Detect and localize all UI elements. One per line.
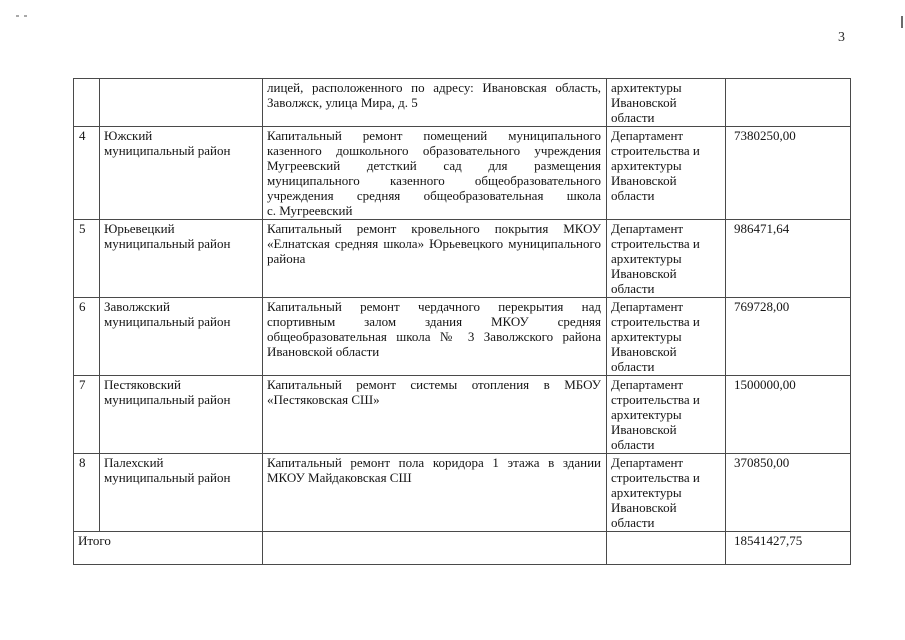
amount-cell: 769728,00 <box>725 297 851 376</box>
subsidy-table: лицей, расположенного по адресу: Ивановс… <box>73 78 851 565</box>
row-number-cell: 5 <box>73 219 100 298</box>
table-row: 4 Южский муниципальный район Капитальный… <box>73 126 851 220</box>
table-row: 6 Заволжский муниципальный район Капитал… <box>73 297 851 376</box>
district-cell: Юрьевецкий муниципальный район <box>99 219 263 298</box>
table-row-continuation: лицей, расположенного по адресу: Ивановс… <box>73 78 851 127</box>
total-label-cell: Итого <box>73 531 263 565</box>
department-cell: архитектуры Ивановской области <box>606 78 726 127</box>
amount-cell: 1500000,00 <box>725 375 851 454</box>
total-amount-cell: 18541427,75 <box>725 531 851 565</box>
amount-cell: 986471,64 <box>725 219 851 298</box>
district-cell: Пестяковский муниципальный район <box>99 375 263 454</box>
department-cell: Департамент строительства и архитектуры … <box>606 297 726 376</box>
empty-cell <box>725 78 851 127</box>
description-cell: Капитальный ремонт пола коридора 1 этажа… <box>262 453 607 532</box>
empty-cell <box>606 531 726 565</box>
amount-cell: 7380250,00 <box>725 126 851 220</box>
table-row: 8 Палехский муниципальный район Капиталь… <box>73 453 851 532</box>
description-cell: Капитальный ремонт помещений муниципальн… <box>262 126 607 220</box>
empty-cell <box>262 531 607 565</box>
description-cell: Капитальный ремонт системы отопления в М… <box>262 375 607 454</box>
table-row-total: Итого 18541427,75 <box>73 531 851 565</box>
row-number-cell: 6 <box>73 297 100 376</box>
scan-artifact-dot <box>24 15 27 17</box>
empty-cell <box>73 78 100 127</box>
scan-artifact-dot <box>16 15 19 17</box>
table-row: 5 Юрьевецкий муниципальный район Капитал… <box>73 219 851 298</box>
amount-cell: 370850,00 <box>725 453 851 532</box>
description-cell: Капитальный ремонт чердачного перекрытия… <box>262 297 607 376</box>
description-cell: лицей, расположенного по адресу: Ивановс… <box>262 78 607 127</box>
row-number-cell: 4 <box>73 126 100 220</box>
department-cell: Департамент строительства и архитектуры … <box>606 219 726 298</box>
description-cell: Капитальный ремонт кровельного покрытия … <box>262 219 607 298</box>
row-number-cell: 7 <box>73 375 100 454</box>
row-number-cell: 8 <box>73 453 100 532</box>
department-cell: Департамент строительства и архитектуры … <box>606 375 726 454</box>
empty-cell <box>99 78 263 127</box>
district-cell: Южский муниципальный район <box>99 126 263 220</box>
page-number: 3 <box>838 30 845 45</box>
table-row: 7 Пестяковский муниципальный район Капит… <box>73 375 851 454</box>
scan-edge-mark <box>901 16 903 28</box>
district-cell: Палехский муниципальный район <box>99 453 263 532</box>
district-cell: Заволжский муниципальный район <box>99 297 263 376</box>
department-cell: Департамент строительства и архитектуры … <box>606 126 726 220</box>
department-cell: Департамент строительства и архитектуры … <box>606 453 726 532</box>
